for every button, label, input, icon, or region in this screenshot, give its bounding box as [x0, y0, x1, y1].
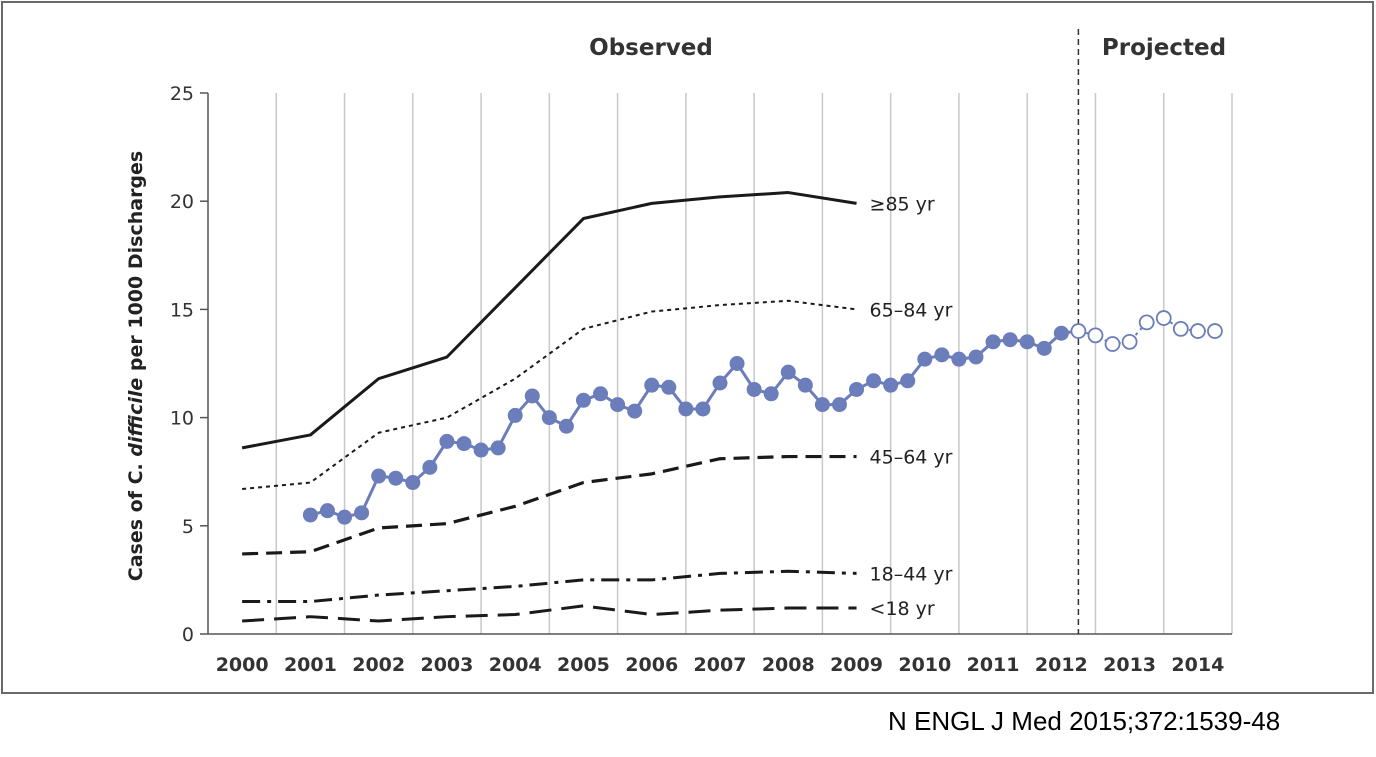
observed-point	[900, 373, 916, 389]
projected-point	[1121, 333, 1138, 350]
observed-point	[780, 364, 796, 380]
observed-point	[507, 407, 523, 423]
observed-point	[541, 410, 557, 426]
observed-point	[439, 433, 455, 449]
x-tick-label: 2000	[216, 654, 269, 676]
observed-point	[695, 401, 711, 417]
citation: N ENGL J Med 2015;372:1539-48	[888, 706, 1281, 736]
x-tick-label: 2013	[1103, 654, 1156, 676]
y-axis-label: Cases of C. difficile per 1000 Discharge…	[125, 151, 147, 581]
observed-point	[985, 334, 1001, 350]
line-chart: 0 5 10 15 20 25 2000 2001 2002 2003 2004 2005 2006 20…	[125, 29, 1233, 676]
projected-point	[1138, 314, 1155, 331]
x-tick-label: 2010	[898, 654, 951, 676]
x-tick-label: 2008	[762, 654, 815, 676]
x-tick-label: 2003	[420, 654, 473, 676]
y-tick-label: 0	[182, 624, 194, 646]
observed-point	[661, 379, 677, 395]
observed-point	[746, 381, 762, 397]
y-tick-label: 25	[170, 83, 194, 105]
x-tick-label: 2006	[625, 654, 678, 676]
observed-point	[934, 347, 950, 363]
x-tick-label: 2004	[489, 654, 542, 676]
series-label: 65–84 yr	[870, 299, 953, 321]
observed-point	[627, 403, 643, 419]
y-tick-label: 5	[182, 516, 194, 538]
observed-point	[422, 459, 438, 475]
observed-point	[1019, 334, 1035, 350]
observed-point	[1036, 340, 1052, 356]
observed-point	[302, 507, 318, 523]
observed-point	[883, 377, 899, 393]
observed-point	[968, 349, 984, 365]
observed-point	[866, 373, 882, 389]
observed-point	[814, 397, 830, 413]
observed-point	[575, 392, 591, 408]
series-line-3	[242, 569, 857, 604]
observed-point	[319, 503, 335, 519]
grid	[275, 93, 1233, 634]
observed-point	[337, 509, 353, 525]
y-tick-label: 10	[170, 408, 194, 430]
observed-label: Observed	[589, 35, 713, 61]
x-tick-label: 2009	[830, 654, 883, 676]
observed-point	[593, 386, 609, 402]
observed-point	[1053, 325, 1069, 341]
observed-point	[951, 351, 967, 367]
projected-point	[1172, 320, 1189, 337]
series-label: 45–64 yr	[870, 447, 953, 469]
x-tick-label: 2005	[557, 654, 610, 676]
observed-point	[490, 440, 506, 456]
observed-point	[354, 505, 370, 521]
observed-point	[729, 356, 745, 371]
x-tick-label: 2012	[1035, 654, 1088, 676]
projected-point	[1104, 336, 1121, 352]
projected-label: Projected	[1102, 35, 1226, 61]
observed-point	[678, 401, 694, 417]
x-tick-label: 2001	[284, 654, 337, 676]
observed-point	[1002, 332, 1018, 348]
observed-point	[831, 397, 847, 413]
y-tick-label: 15	[170, 299, 194, 321]
projected-point	[1070, 323, 1087, 339]
observed-point	[388, 470, 404, 486]
series-label: 18–44 yr	[870, 563, 953, 585]
observed-point	[917, 351, 933, 367]
x-tick-label: 2014	[1171, 654, 1224, 676]
series-line-4	[242, 604, 857, 623]
labels: Observed Projected ≥85 yr 65–84 yr 45–64 yr 1…	[589, 35, 1226, 620]
x-tick-label: 2007	[694, 654, 747, 676]
observed-point	[405, 475, 421, 491]
x-tick-label: 2011	[967, 654, 1020, 676]
projected-point	[1189, 323, 1206, 339]
observed-point	[371, 468, 387, 484]
observed-point	[456, 436, 472, 452]
y-tick-label: 20	[170, 191, 194, 213]
projected-point	[1207, 323, 1223, 339]
observed-point	[473, 442, 489, 458]
observed-point	[558, 418, 574, 434]
observed-point	[524, 388, 540, 404]
observed-point	[797, 377, 813, 393]
projected-point	[1155, 310, 1172, 326]
series-label: <18 yr	[870, 598, 935, 620]
series-line-2	[242, 454, 857, 556]
series-label: ≥85 yr	[870, 193, 935, 215]
axes: 0 5 10 15 20 25 2000 2001 2002 2003 2004 2005 2006 20…	[170, 29, 1232, 676]
observed-point	[849, 381, 865, 397]
series-lines	[241, 191, 857, 623]
observed-point	[644, 377, 660, 393]
x-tick-label: 2002	[352, 654, 405, 676]
observed-point	[763, 386, 779, 402]
projected-point	[1087, 327, 1104, 344]
chart-frame: 0 5 10 15 20 25 2000 2001 2002 2003 2004 2005 2006 20…	[1, 1, 1374, 694]
observed-point	[712, 375, 728, 391]
series-line-0	[241, 191, 857, 450]
overall-series	[302, 310, 1223, 525]
observed-point	[610, 397, 626, 413]
